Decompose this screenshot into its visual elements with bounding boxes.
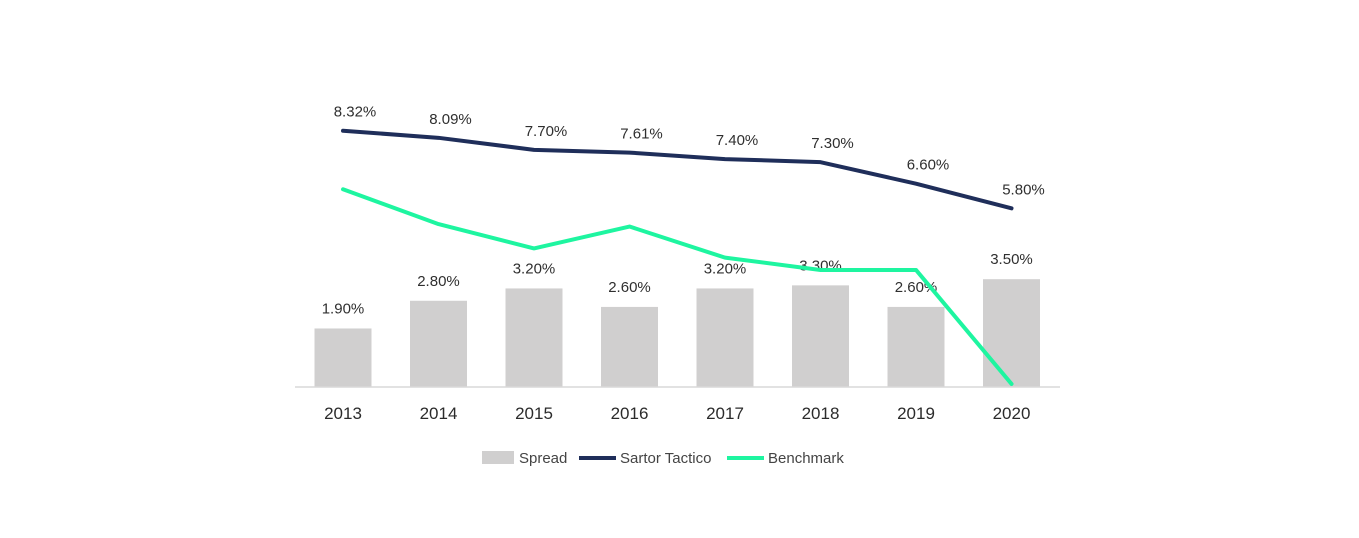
- spread-bars: [314, 279, 1040, 387]
- x-tick-2015: 2015: [515, 404, 553, 423]
- sartor-tactico-label-2020: 5.80%: [1002, 181, 1045, 198]
- sartor-tactico-label-2017: 7.40%: [716, 132, 759, 149]
- spread-bar-2013: [314, 328, 372, 387]
- x-tick-2014: 2014: [420, 404, 458, 423]
- spread-bar-2014: [410, 300, 467, 387]
- x-tick-2013: 2013: [324, 404, 362, 423]
- sartor-tactico-label-2013: 8.32%: [334, 104, 377, 121]
- spread-bar-2020: [983, 279, 1040, 387]
- benchmark-line: [341, 187, 1014, 386]
- legend-item-sartor-tactico: Sartor Tactico: [579, 450, 711, 467]
- x-tick-2020: 2020: [993, 404, 1031, 423]
- spread-label-2013: 1.90%: [322, 300, 365, 317]
- spread-label-2015: 3.20%: [513, 260, 556, 277]
- sartor-tactico-label-2019: 6.60%: [907, 157, 950, 174]
- legend-swatch-spread: [482, 451, 514, 464]
- spread-label-2020: 3.50%: [990, 251, 1033, 268]
- sartor-tactico-line: [341, 128, 1014, 211]
- sartor-tactico-label-2016: 7.61%: [620, 126, 663, 143]
- legend-item-benchmark: Benchmark: [727, 450, 844, 467]
- x-tick-2019: 2019: [897, 404, 935, 423]
- spread-bar-2015: [505, 288, 563, 387]
- spread-data-labels: 1.90%2.80%3.20%2.60%3.20% 3.30%2.60%3.50%: [322, 251, 1033, 317]
- sartor-tactico-label-2014: 8.09%: [429, 111, 472, 128]
- sartor-tactico-label-2018: 7.30%: [811, 135, 854, 152]
- legend-label-benchmark: Benchmark: [768, 450, 844, 467]
- spread-bar-2017: [696, 288, 754, 387]
- spread-label-2017: 3.20%: [704, 260, 747, 277]
- x-tick-2016: 2016: [611, 404, 649, 423]
- legend-item-spread: Spread: [482, 450, 567, 467]
- sartor-tactico-data-labels: 8.32% 8.09% 7.70% 7.61% 7.40% 7.30% 6.60% 5.80%: [334, 104, 1045, 199]
- legend-label-sartor-tactico: Sartor Tactico: [620, 450, 711, 467]
- x-tick-2018: 2018: [802, 404, 840, 423]
- legend: Spread Sartor Tactico Benchmark: [482, 450, 844, 467]
- spread-bar-2019: [887, 306, 945, 387]
- spread-bar-2016: [601, 306, 658, 387]
- x-axis-tick-labels: 2013 2014 2015 2016 2017 2018 2019 2020: [324, 404, 1030, 423]
- spread-label-2014: 2.80%: [417, 273, 460, 290]
- x-tick-2017: 2017: [706, 404, 744, 423]
- legend-label-spread: Spread: [519, 450, 567, 467]
- series-lines: [341, 128, 1014, 386]
- spread-bar-2018: [792, 285, 849, 387]
- spread-label-2016: 2.60%: [608, 279, 651, 296]
- sartor-tactico-label-2015: 7.70%: [525, 123, 568, 140]
